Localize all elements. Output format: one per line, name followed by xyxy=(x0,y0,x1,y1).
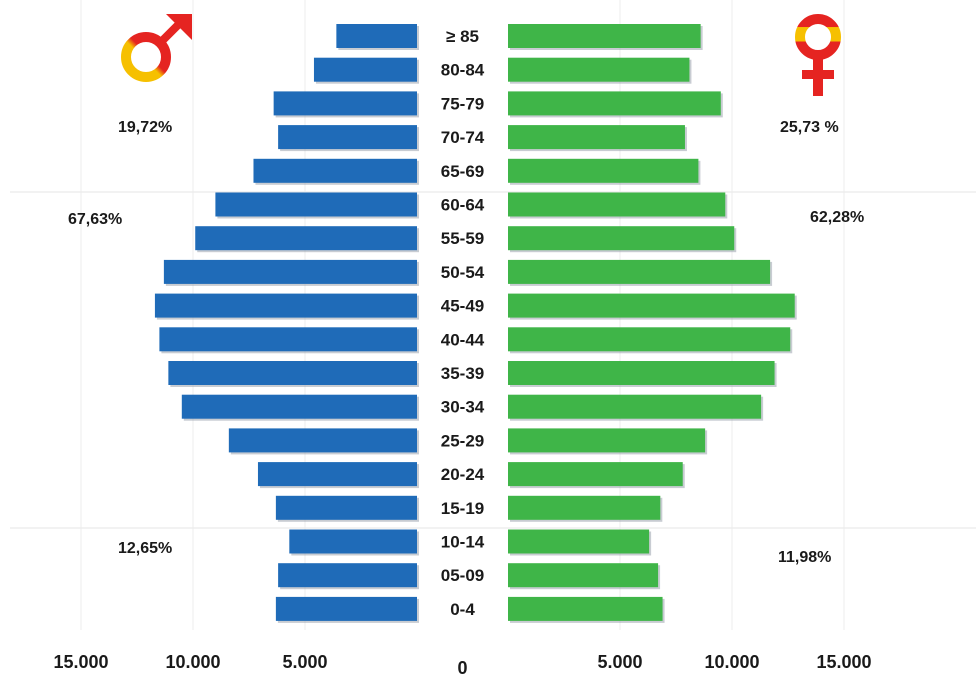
age-group-label: 25-29 xyxy=(441,431,484,450)
bar-female-10 xyxy=(508,361,775,385)
x-tick-left-label: 10.000 xyxy=(165,652,220,672)
bar-female-14 xyxy=(508,495,661,520)
x-tick-right-label: 10.000 xyxy=(704,652,759,672)
bar-male-13 xyxy=(257,462,417,487)
male-symbol-icon xyxy=(121,14,192,82)
age-group-label: 65-69 xyxy=(441,162,484,181)
bar-female-8 xyxy=(508,293,795,318)
bar-male-12 xyxy=(228,428,417,453)
annotation-male-elderly: 19,72% xyxy=(118,119,172,136)
age-group-label: 75-79 xyxy=(441,94,484,113)
x-axis-ticks: 15.000 10.000 5.000 5.000 10.000 15.000 0 xyxy=(53,652,871,677)
bar-male-4 xyxy=(253,158,417,183)
bar-male-14 xyxy=(275,495,417,520)
x-tick-left-label: 15.000 xyxy=(53,652,108,672)
age-group-label: 40-44 xyxy=(441,330,485,349)
age-group-labels: ≥ 85 80-84 75-79 70-74 65-69 60-64 55-59 50-54 4… xyxy=(441,27,485,619)
x-tick-right-label: 15.000 xyxy=(816,652,871,672)
bar-male-11 xyxy=(181,394,417,419)
annotation-male-young: 12,65% xyxy=(118,540,172,557)
annotation-female-young: 11,98% xyxy=(778,549,831,566)
bar-male-9 xyxy=(159,327,417,352)
bar-female-0 xyxy=(508,24,701,48)
age-group-label: 10-14 xyxy=(441,533,485,552)
age-group-label: 20-24 xyxy=(441,465,485,484)
bar-male-5 xyxy=(215,192,417,217)
bar-male-7 xyxy=(163,259,417,284)
female-bars xyxy=(508,24,797,623)
bar-female-13 xyxy=(508,462,683,487)
bar-female-12 xyxy=(508,428,706,453)
bar-male-15 xyxy=(289,529,417,554)
bar-female-9 xyxy=(508,327,791,352)
bar-male-10 xyxy=(168,361,417,385)
annotation-female-working: 62,28% xyxy=(810,209,864,226)
age-group-label: 30-34 xyxy=(441,398,485,417)
x-tick-right-label: 5.000 xyxy=(597,652,642,672)
bar-male-3 xyxy=(278,125,417,150)
x-tick-zero-label: 0 xyxy=(457,658,467,677)
bar-female-7 xyxy=(508,259,771,284)
age-group-label: 15-19 xyxy=(441,499,484,518)
age-group-label: 05-09 xyxy=(441,566,484,585)
bar-female-5 xyxy=(508,192,726,217)
bar-male-0 xyxy=(336,24,417,48)
age-group-label: 50-54 xyxy=(441,263,485,282)
bar-male-8 xyxy=(154,293,418,318)
bar-female-11 xyxy=(508,394,762,419)
bar-female-4 xyxy=(508,158,699,183)
age-group-label: ≥ 85 xyxy=(446,27,479,46)
bar-female-2 xyxy=(508,91,721,116)
male-bars xyxy=(154,24,420,623)
age-group-label: 80-84 xyxy=(441,61,485,80)
age-group-label: 35-39 xyxy=(441,364,484,383)
age-group-label: 55-59 xyxy=(441,229,484,248)
bar-male-6 xyxy=(195,226,417,251)
bar-male-16 xyxy=(278,563,417,588)
bar-female-1 xyxy=(508,57,690,82)
age-group-label: 70-74 xyxy=(441,128,485,147)
bar-male-17 xyxy=(275,596,417,621)
female-symbol-icon xyxy=(795,14,841,96)
x-tick-left-label: 5.000 xyxy=(282,652,327,672)
age-group-label: 0-4 xyxy=(450,600,475,619)
bar-female-15 xyxy=(508,529,650,554)
age-group-label: 60-64 xyxy=(441,196,485,215)
bar-female-3 xyxy=(508,125,685,150)
bar-female-6 xyxy=(508,226,735,251)
bar-female-16 xyxy=(508,563,659,588)
bar-female-17 xyxy=(508,596,663,621)
bar-male-2 xyxy=(273,91,417,116)
bar-male-1 xyxy=(313,57,417,82)
annotation-male-working: 67,63% xyxy=(68,211,122,228)
age-group-label: 45-49 xyxy=(441,297,484,316)
annotation-female-elderly: 25,73 % xyxy=(780,119,839,136)
